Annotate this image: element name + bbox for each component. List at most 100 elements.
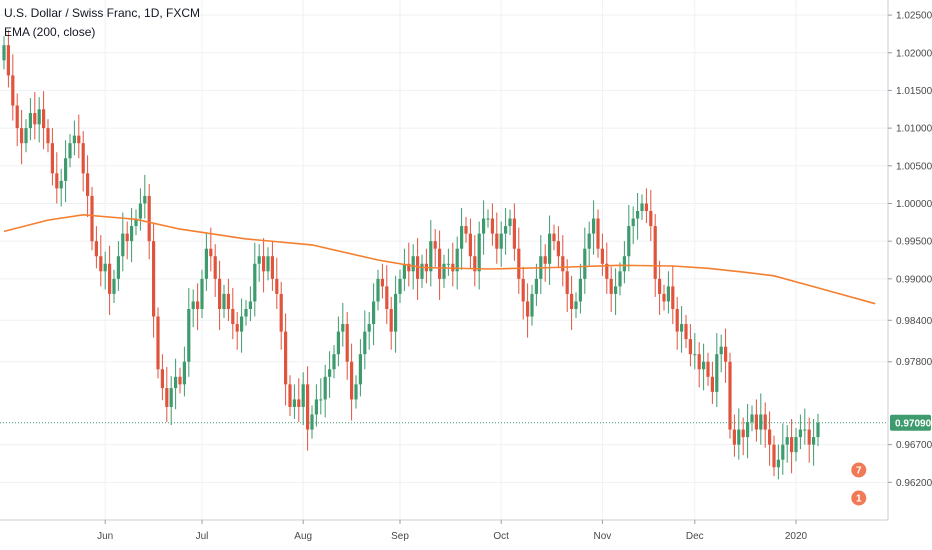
- candle-body: [6, 45, 10, 76]
- candle-body: [90, 195, 94, 242]
- candle-body: [455, 248, 459, 272]
- candle-body: [460, 226, 464, 249]
- candle-body: [574, 301, 578, 309]
- candle-body: [372, 301, 376, 325]
- candle-body: [134, 218, 138, 227]
- candle-body: [499, 233, 503, 249]
- candle-body: [59, 180, 63, 189]
- candle-body: [653, 226, 657, 279]
- candle-body: [446, 263, 450, 265]
- candle-body: [165, 388, 169, 407]
- candle-body: [609, 278, 613, 294]
- ema-path: [3, 213, 876, 305]
- candle-body: [213, 256, 217, 279]
- candle-body: [160, 369, 164, 389]
- candle-body: [218, 278, 222, 309]
- candle-body: [517, 248, 521, 279]
- time-tick-label: Dec: [686, 531, 704, 542]
- candle-body: [508, 218, 512, 227]
- candle-body: [292, 399, 296, 407]
- candle-body: [301, 384, 305, 407]
- candle-body: [266, 256, 270, 272]
- candle-body: [741, 429, 745, 438]
- candle-body: [314, 399, 318, 415]
- last-price-tag: [890, 414, 931, 431]
- candle-body: [548, 233, 552, 264]
- event-badge-label: 1: [856, 494, 862, 505]
- candle-body: [790, 437, 794, 453]
- candle-body: [248, 301, 252, 309]
- candle-body: [152, 241, 156, 317]
- candle-body: [147, 195, 151, 242]
- candle-body: [367, 324, 371, 332]
- candle-body: [350, 361, 354, 400]
- candle-body: [662, 293, 666, 302]
- candle-body: [724, 346, 728, 362]
- candle-body: [50, 143, 54, 174]
- candle-body: [112, 278, 116, 294]
- candle-body: [781, 444, 785, 460]
- candle-body: [420, 263, 424, 279]
- candle-body: [257, 256, 261, 264]
- price-tick-label: 1.02500: [896, 11, 932, 22]
- candle-body: [658, 278, 662, 294]
- candle-body: [680, 324, 684, 332]
- candle-body: [715, 354, 719, 392]
- candle-body: [583, 248, 587, 279]
- candle-body: [231, 308, 235, 325]
- price-tick-label: 0.99000: [896, 274, 932, 285]
- ema-line: [3, 213, 876, 305]
- candle-body: [587, 233, 591, 249]
- price-tick-label: 1.02000: [896, 48, 932, 59]
- candle-body: [750, 414, 754, 423]
- candle-body: [121, 233, 125, 257]
- price-tick-label: 0.99500: [896, 237, 932, 248]
- candle-body: [332, 354, 336, 370]
- candle-body: [732, 429, 736, 445]
- candle-body: [37, 109, 41, 125]
- event-badge-icon[interactable]: [850, 489, 868, 507]
- candle-body: [341, 324, 345, 332]
- candle-body: [666, 286, 670, 302]
- price-tick-label: 1.00000: [896, 199, 932, 210]
- candle-body: [222, 293, 226, 309]
- candle-body: [94, 241, 98, 257]
- event-badge-label: 7: [856, 466, 862, 477]
- candle-body: [81, 143, 85, 174]
- candle-body: [103, 263, 107, 272]
- candle-body: [328, 369, 332, 377]
- candle-body: [68, 143, 72, 159]
- time-tick-label: 2020: [785, 531, 808, 542]
- candle-body: [24, 128, 28, 144]
- candle-body: [376, 278, 380, 302]
- candle-body: [763, 414, 767, 430]
- event-badges[interactable]: 71: [850, 461, 868, 507]
- candle-body: [442, 263, 446, 279]
- candle-body: [759, 414, 763, 430]
- candle-body: [182, 361, 186, 385]
- time-axis[interactable]: Jun Jul Aug Sep Oct Nov Dec 2020: [0, 519, 888, 542]
- candle-body: [570, 293, 574, 309]
- price-axis[interactable]: 1.02500 1.02000 1.01500 1.01000 1.00500 1.000…: [887, 0, 932, 550]
- event-badge-icon[interactable]: [850, 461, 868, 479]
- candle-body: [143, 195, 147, 204]
- candle-body: [345, 324, 349, 362]
- candle-body: [20, 128, 24, 144]
- candle-body: [675, 308, 679, 332]
- candle-body: [398, 278, 402, 294]
- candle-body: [468, 233, 472, 257]
- candle-body: [42, 109, 46, 129]
- candle-body: [306, 384, 310, 430]
- candle-body: [622, 256, 626, 272]
- candle-body: [270, 256, 274, 279]
- candle-body: [526, 301, 530, 317]
- candle-body: [512, 218, 516, 249]
- candle-body: [99, 256, 103, 272]
- candle-body: [768, 429, 772, 445]
- time-tick-label: Jul: [196, 531, 209, 542]
- candle-body: [178, 376, 182, 385]
- candle-body: [174, 376, 178, 389]
- candle-body: [169, 388, 173, 407]
- time-tick-label: Aug: [294, 531, 312, 542]
